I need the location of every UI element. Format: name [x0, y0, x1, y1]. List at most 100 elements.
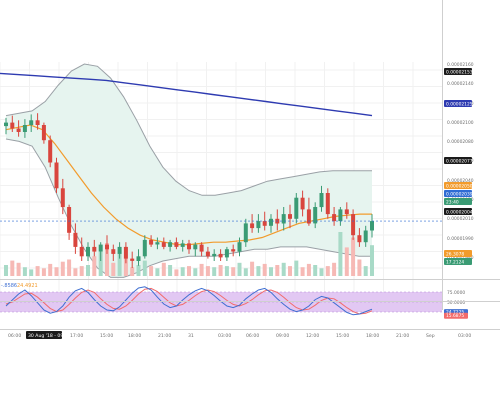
- price-tick-label: 0.00001990: [447, 236, 474, 242]
- price-label-badge: [444, 198, 472, 205]
- volume-bar: [218, 265, 223, 276]
- stochastic-label-text: 24.7225: [446, 310, 464, 316]
- price-label-text: 0.00002039: [446, 192, 473, 198]
- candle-body: [35, 120, 40, 125]
- candle-body: [67, 207, 72, 233]
- candle-body: [48, 140, 53, 163]
- price-tick-label: 0.00002040: [447, 178, 474, 184]
- price-label-text: 0.00002077: [446, 159, 473, 165]
- candle-body: [199, 244, 204, 252]
- volume-bar: [275, 265, 280, 276]
- volume-bar: [269, 267, 273, 276]
- candle-body: [22, 125, 27, 132]
- candle-body: [16, 128, 21, 132]
- candle-body: [237, 242, 242, 252]
- candle-body: [338, 209, 343, 222]
- candle-body: [60, 188, 65, 208]
- volume-bar: [105, 243, 109, 276]
- candle-body: [123, 246, 128, 259]
- volume-bar: [319, 268, 324, 276]
- volume-bar: [363, 266, 368, 276]
- volume-bar: [332, 262, 337, 276]
- price-label-text: 0.00002125: [446, 102, 473, 108]
- candle-body: [142, 239, 147, 257]
- candle-body: [243, 223, 248, 243]
- volume-bar: [98, 251, 103, 276]
- volume-bar: [351, 237, 356, 276]
- candle-body: [149, 239, 154, 245]
- candle-body: [262, 221, 267, 226]
- volume-bar: [187, 266, 191, 276]
- candle-body: [4, 122, 8, 127]
- time-tick-label: 18:00: [128, 333, 141, 339]
- time-tick-label: 03:00: [458, 333, 471, 339]
- candle-body: [41, 125, 46, 141]
- price-tick-label: 0.00002160: [447, 62, 474, 68]
- moving-average-long: [0, 72, 373, 117]
- time-tick-current: 30 Aug '18 - 09:30: [28, 333, 71, 339]
- candle-body: [174, 242, 179, 247]
- volume-bar: [48, 263, 53, 276]
- volume-bar: [117, 249, 122, 276]
- candle-body: [180, 243, 185, 247]
- candle-body: [187, 243, 191, 250]
- time-tick-label: 03:00: [218, 333, 231, 339]
- volume-bar: [294, 260, 299, 276]
- time-tick-label: 21:00: [396, 333, 409, 339]
- price-label-badge: [444, 258, 472, 265]
- volume-bar: [344, 247, 349, 276]
- candle-body: [130, 258, 135, 261]
- candle-body: [294, 197, 299, 219]
- price-label-badge: [444, 100, 472, 107]
- price-label-text: 0.00002153: [446, 70, 473, 76]
- candle-body: [224, 249, 229, 258]
- candle-body: [363, 230, 368, 243]
- time-tick-label: 31: [188, 333, 194, 339]
- candle-body: [300, 197, 305, 210]
- time-tick-label: 15:00: [336, 333, 349, 339]
- bollinger-band-fill: [6, 64, 372, 278]
- candle-body: [288, 214, 292, 219]
- volume-bar: [212, 267, 217, 276]
- volume-bar: [155, 268, 160, 276]
- volume-bar: [41, 268, 46, 276]
- volume-bar: [357, 259, 362, 276]
- candle-body: [73, 232, 78, 247]
- volume-bar: [300, 267, 305, 276]
- candle-body: [306, 209, 311, 224]
- volume-bar: [370, 245, 374, 276]
- candle-body: [351, 214, 356, 236]
- time-tick-label: 09:00: [276, 333, 289, 339]
- price-tick-label: 0.00002140: [447, 81, 474, 87]
- volume-bar: [256, 266, 261, 276]
- candle-body: [161, 242, 166, 247]
- stochastic-label-badge: [444, 312, 468, 319]
- price-label-text: 23:40: [446, 200, 459, 206]
- volume-bar: [10, 260, 15, 276]
- price-label-badge: [444, 190, 472, 197]
- price-label-badge: [444, 68, 472, 75]
- candle-body: [193, 244, 198, 250]
- candle-body: [155, 242, 160, 245]
- candle-body: [256, 221, 261, 229]
- candle-body: [357, 235, 362, 243]
- price-label-text: 0.00002050: [446, 184, 473, 190]
- volume-bar: [250, 261, 255, 276]
- volume-bar: [338, 232, 343, 276]
- price-label-badge: [444, 250, 472, 257]
- time-tick-label: 06:00: [246, 333, 259, 339]
- volume-bar: [54, 267, 59, 276]
- stochastic-label-text: 15.6875: [446, 313, 464, 319]
- candle-body: [319, 193, 324, 208]
- candle-body: [92, 246, 97, 252]
- stochastic-tick-label: 50.0000: [447, 300, 465, 306]
- volume-bar: [60, 261, 65, 276]
- volume-bar: [92, 256, 97, 276]
- volume-bar: [243, 268, 248, 276]
- candle-body: [313, 207, 318, 224]
- volume-bar: [86, 265, 90, 276]
- volume-bar: [262, 263, 267, 276]
- candle-body: [105, 244, 109, 250]
